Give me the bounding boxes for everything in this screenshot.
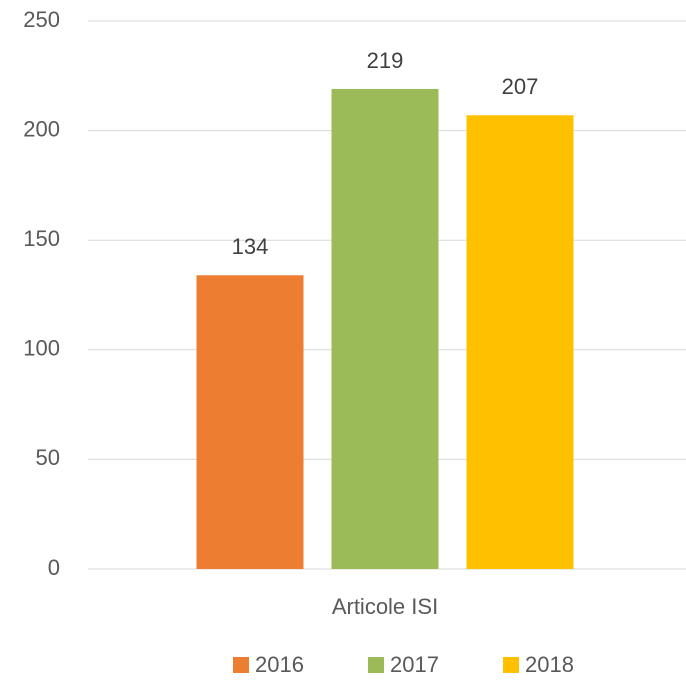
legend-swatch xyxy=(233,657,249,673)
x-tick-label: Articole ISI xyxy=(332,594,438,619)
value-label: 134 xyxy=(232,234,269,259)
bar xyxy=(466,115,574,570)
bar xyxy=(196,275,304,569)
y-tick-label: 200 xyxy=(23,116,60,141)
y-tick-label: 50 xyxy=(36,445,60,470)
y-tick-label: 0 xyxy=(48,555,60,580)
value-label: 207 xyxy=(502,74,539,99)
y-tick-label: 250 xyxy=(23,7,60,32)
legend-label: 2017 xyxy=(390,652,439,677)
bar xyxy=(331,88,439,570)
legend-swatch xyxy=(368,657,384,673)
y-tick-label: 100 xyxy=(23,336,60,361)
value-label: 219 xyxy=(367,48,404,73)
y-tick-label: 150 xyxy=(23,226,60,251)
legend-label: 2018 xyxy=(525,652,574,677)
legend-label: 2016 xyxy=(255,652,304,677)
legend-swatch xyxy=(503,657,519,673)
